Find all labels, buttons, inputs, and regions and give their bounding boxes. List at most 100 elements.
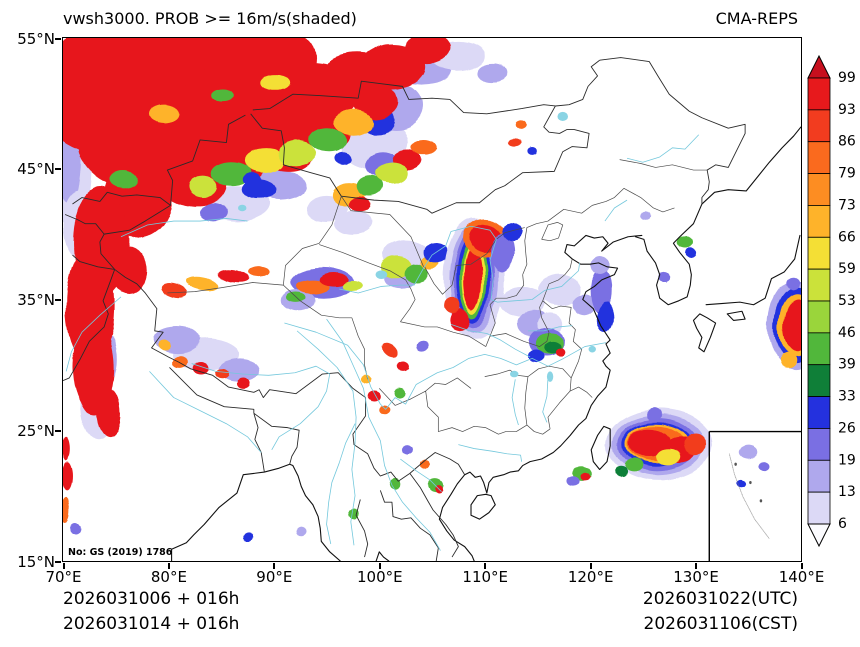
coastline-japan-honshu [706,235,800,304]
probability-shaded-region [682,433,707,456]
colorbar-label: 13 [838,484,856,500]
probability-shaded-region [389,477,401,488]
probability-shaded-region [779,353,797,369]
probability-shaded-region [738,444,758,458]
x-tick-label: 90°E [256,568,293,586]
coastline-japan-kyushu [693,314,715,352]
colorbar-segment [807,300,831,334]
y-tick-label: 35°N [17,291,55,309]
colorbar-segment [807,332,831,366]
probability-shaded-region [149,104,179,123]
probability-shaded-region [648,408,663,421]
probability-shaded-region [248,268,270,279]
probability-shaded-region [394,387,405,398]
x-tick-mark [484,563,487,569]
border-china-west-south [100,115,465,481]
probability-shaded-region [262,74,290,91]
inset-island-dot [734,462,737,466]
coastline-taiwan [591,426,610,469]
lake-dongting [510,370,519,378]
probability-shaded-region [286,292,306,304]
probability-shaded-region [572,294,596,316]
probability-shaded-region [629,428,670,458]
probability-shaded-region [501,223,523,242]
probability-shaded-region [357,176,385,198]
border-pakistan-india [63,269,115,380]
colorbar: 99 93 86 79 73 66 59 53 46 39 33 26 19 13 6 [807,54,856,548]
x-tick-mark [695,563,698,569]
colorbar-label: 33 [838,389,856,405]
coastline-korea-ne-asia [635,127,801,305]
probability-shaded-region [211,88,235,103]
probability-shaded-region [639,211,651,221]
rivers-south-asia [66,297,441,551]
probability-shaded-region [236,377,250,389]
probability-shaded-region [161,283,189,298]
colorbar-label: 99 [838,70,856,86]
probability-shaded-region [348,197,372,214]
probability-shaded-region [210,162,253,186]
rivers-china [121,135,699,462]
probability-shaded-region [187,176,217,198]
probability-shaded-region [526,146,536,155]
probability-shaded-region [597,302,615,334]
colorbar-segment [807,109,831,143]
probability-shaded-region [566,474,580,486]
probability-shaded-region [538,274,581,307]
colorbar-label: 39 [838,357,856,373]
probability-shaded-region [489,232,514,273]
colorbar-label: 73 [838,197,856,213]
probability-shaded-region [398,360,411,372]
probability-shaded-region [378,406,391,416]
colorbar-label: 53 [838,293,856,309]
probability-shaded-region [318,272,348,286]
geography-layer [63,58,801,561]
probability-shading-layer [63,38,801,543]
probability-shaded-region [463,247,482,310]
map-frame: No: GS (2019) 1786 [62,37,802,562]
y-tick-label: 25°N [17,421,55,440]
probability-shaded-region [295,278,328,295]
border-bangladesh [254,413,299,472]
colorbar-upper-arrow [807,54,831,79]
colorbar-segment [807,459,831,493]
y-tick-mark [55,168,61,171]
probability-shaded-region [218,270,250,285]
probability-shaded-region [527,350,545,364]
probability-shaded-region [341,279,363,291]
probability-shaded-region [624,458,643,472]
y-tick-label: 55°N [17,29,55,48]
x-tick-mark [589,563,592,569]
x-tick-label: 80°E [150,568,187,586]
probability-shaded-region [677,235,695,249]
y-tick-mark [55,299,61,301]
probability-shaded-region [404,38,451,65]
south-china-sea-inset-box [709,432,801,561]
colorbar-label: 93 [838,102,856,118]
inset-island-dot [749,480,752,485]
coastline-china [439,235,641,561]
colorbar-lower-arrow [807,523,831,548]
probability-shaded-region [309,128,348,152]
probability-shaded-region [243,172,263,186]
x-tick-mark [378,563,381,569]
x-tick-mark [62,563,65,569]
probability-shaded-region [63,461,73,491]
nine-dash-line [729,454,769,539]
probability-shaded-region [219,358,262,382]
x-tick-label: 120°E [567,568,614,586]
probability-shaded-region [63,496,71,521]
footer-valid-utc: 2026031022(UTC) [642,589,798,609]
colorbar-label: 6 [838,516,847,532]
probability-shaded-region [420,460,431,471]
inset-island-dot [759,499,763,503]
x-tick-mark [167,563,170,569]
probability-shaded-region [351,83,399,118]
lake-qinghai [375,270,388,279]
model-label: CMA-REPS [715,9,798,28]
probability-shaded-region [333,151,353,165]
probability-shaded-region [63,436,70,461]
colorbar-label: 19 [838,452,856,468]
lake-hulun [557,111,569,122]
